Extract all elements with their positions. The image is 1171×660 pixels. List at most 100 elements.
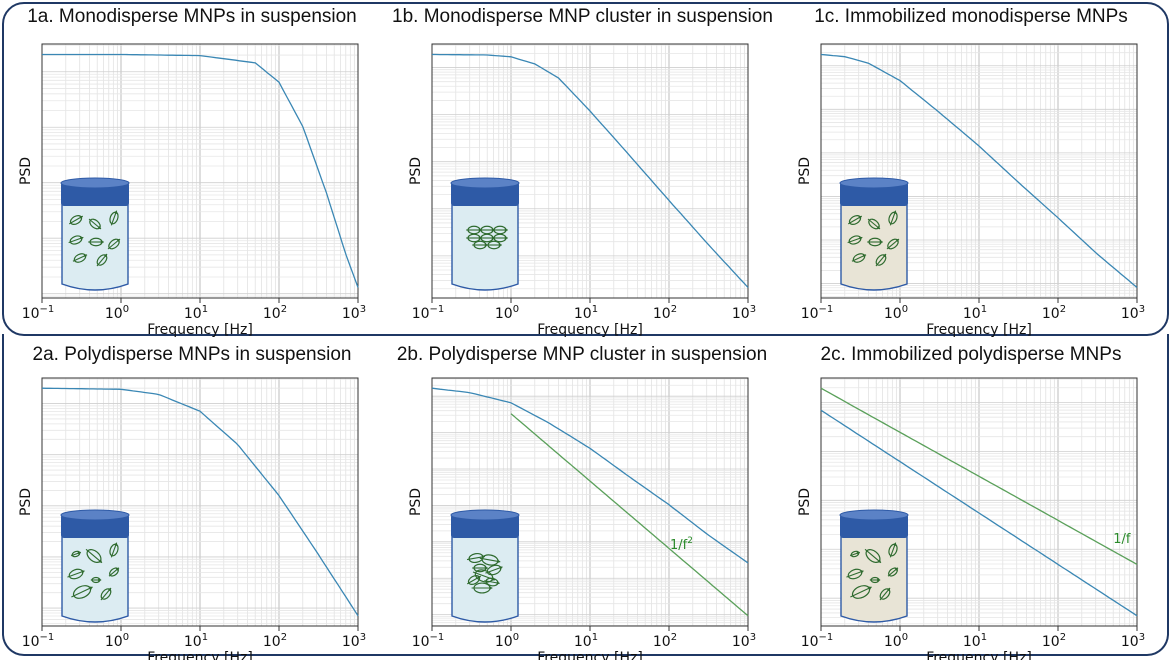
particle <box>100 587 112 601</box>
psd-curve <box>42 53 359 288</box>
particle <box>484 577 500 587</box>
vial-cap-top <box>450 177 520 189</box>
x-tick-label: 102 <box>1042 304 1066 322</box>
particle-arrowhead <box>886 588 891 592</box>
particle <box>108 567 120 577</box>
vial-illustration <box>450 509 520 623</box>
panel-2b: 2b. Polydisperse MNP cluster in suspensi… <box>392 334 772 660</box>
x-tick-label: 103 <box>342 632 366 650</box>
particle-axis <box>479 557 501 563</box>
particle <box>846 568 864 580</box>
panel-title: 1a. Monodisperse MNPs in suspension <box>27 6 357 27</box>
particle <box>67 568 85 580</box>
x-tick-label: 100 <box>105 304 129 322</box>
vial-body <box>840 523 908 623</box>
psd-plot: 10−1 100 101 102 103 Frequency [Hz] PSD <box>18 43 366 338</box>
panel-title: 2b. Polydisperse MNP cluster in suspensi… <box>396 344 768 365</box>
particle <box>472 240 488 250</box>
particle-axis <box>85 548 103 564</box>
slope-annotation: 1/f2 <box>670 536 693 553</box>
particle-arrowhead <box>877 577 881 583</box>
particle <box>109 210 119 226</box>
psd-plot: 10−1 100 101 102 103 Frequency [Hz] PSD <box>18 377 366 660</box>
particle-arrowhead <box>80 569 85 574</box>
particle-arrowhead <box>113 542 118 547</box>
particle-axis <box>67 570 85 578</box>
vial-body <box>840 191 908 291</box>
x-axis-label: Frequency [Hz] <box>926 322 1032 338</box>
particle-arrowhead <box>504 227 508 233</box>
x-tick-label: 101 <box>963 632 987 650</box>
x-tick-label: 101 <box>574 304 598 322</box>
particle <box>847 235 863 245</box>
vial-body <box>451 523 519 623</box>
particle <box>472 563 488 573</box>
x-tick-label: 102 <box>1042 632 1066 650</box>
x-axis-label: Frequency [Hz] <box>147 650 253 660</box>
particle <box>88 218 102 230</box>
particle <box>96 253 108 267</box>
particle-arrowhead <box>98 559 102 563</box>
particle <box>888 210 898 226</box>
particle <box>887 567 899 577</box>
x-tick-label: 10−1 <box>22 632 55 650</box>
x-tick-label: 100 <box>495 632 519 650</box>
panel-2c: 2c. Immobilized polydisperse MNPs 10−1 10… <box>781 334 1161 660</box>
particle <box>867 218 881 230</box>
psd-plot: 10−1 100 101 102 103 Frequency [Hz] PSD 1/f2 <box>408 377 756 660</box>
x-tick-label: 10−1 <box>412 632 445 650</box>
particle <box>85 548 103 564</box>
particle-arrowhead <box>858 236 863 241</box>
panel-1a: 1a. Monodisperse MNPs in suspension 10−1… <box>2 6 382 338</box>
particle <box>869 576 881 584</box>
particle-arrowhead <box>862 253 867 258</box>
psd-plot: 10−1 100 101 102 103 Frequency [Hz] PSD <box>797 43 1145 338</box>
vial-illustration <box>60 177 130 291</box>
particle-arrowhead <box>504 235 508 241</box>
psd-curve <box>432 53 749 288</box>
x-tick-label: 102 <box>263 632 287 650</box>
particle-arrowhead <box>498 242 502 248</box>
panel-title: 2c. Immobilized polydisperse MNPs <box>820 344 1122 365</box>
vial-illustration <box>60 509 130 623</box>
x-tick-label: 100 <box>884 632 908 650</box>
vial-cap-top <box>839 509 909 521</box>
particle-arrowhead <box>496 580 500 586</box>
particle-arrowhead <box>77 551 81 556</box>
particle <box>471 582 493 594</box>
vial-illustration <box>450 177 520 291</box>
y-axis-label: PSD <box>18 157 34 185</box>
particle-arrowhead <box>79 215 83 220</box>
x-tick-label: 101 <box>184 304 208 322</box>
particle-arrowhead <box>877 559 881 563</box>
y-axis-label: PSD <box>408 157 424 185</box>
particle-arrowhead <box>858 215 862 220</box>
x-tick-label: 100 <box>884 304 908 322</box>
x-tick-label: 101 <box>574 632 598 650</box>
y-axis-label: PSD <box>797 157 813 185</box>
x-tick-label: 102 <box>263 304 287 322</box>
x-tick-label: 103 <box>1121 304 1145 322</box>
vial-cap-top <box>60 177 130 189</box>
particle <box>479 554 501 566</box>
bottom-row-frame <box>2 334 1169 656</box>
psd-plot: 10−1 100 101 102 103 Frequency [Hz] PSD 1/f <box>797 377 1145 660</box>
particle <box>875 253 887 267</box>
psd-curve <box>820 53 1138 288</box>
particle <box>88 237 104 247</box>
particle <box>68 214 84 226</box>
vial-illustration <box>839 509 909 623</box>
vial-body <box>61 523 129 623</box>
particle <box>850 585 872 599</box>
particle-arrowhead <box>103 254 108 258</box>
particle-arrowhead <box>892 210 897 215</box>
x-tick-label: 103 <box>1121 632 1145 650</box>
particle <box>109 542 119 558</box>
y-axis-label: PSD <box>408 488 424 516</box>
particle-arrowhead <box>498 565 503 570</box>
particle-arrowhead <box>895 238 899 243</box>
vial-cap <box>451 514 519 538</box>
reference-slope-line <box>820 387 1138 565</box>
x-tick-label: 100 <box>495 304 519 322</box>
y-axis-label: PSD <box>18 488 34 516</box>
